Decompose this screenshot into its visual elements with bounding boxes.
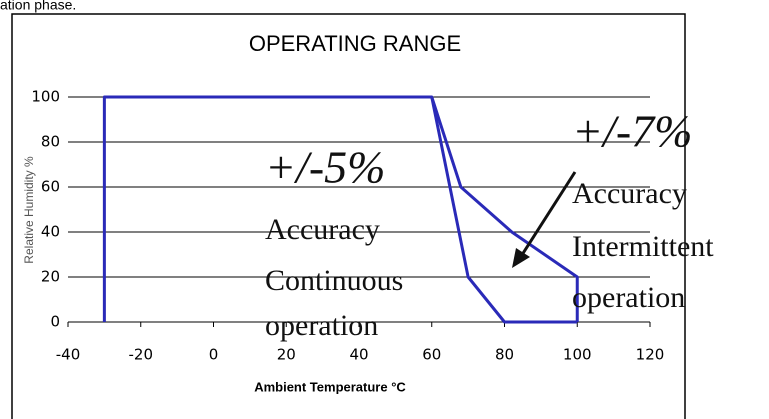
x-tick-label: 40 xyxy=(349,346,368,364)
x-tick-label: 20 xyxy=(277,346,296,364)
arrow xyxy=(518,171,577,259)
series-line xyxy=(430,96,579,322)
x-tick-label: -20 xyxy=(129,346,154,364)
series-line xyxy=(102,95,578,324)
y-axis-label: Relative Humidity % xyxy=(22,156,36,264)
annotation: Accuracy xyxy=(572,177,687,210)
x-tick-label: 0 xyxy=(209,346,219,364)
annotation: Intermittent xyxy=(572,230,714,263)
y-tick-label: 80 xyxy=(41,133,60,151)
annotation: operation xyxy=(572,281,685,314)
x-tick-label: 60 xyxy=(422,346,441,364)
y-tick-label: 20 xyxy=(41,268,60,286)
x-tick-label: 120 xyxy=(636,346,665,364)
x-tick-label: 80 xyxy=(495,346,514,364)
y-tick-label: 0 xyxy=(50,313,60,331)
caption: ation phase. xyxy=(0,0,76,13)
annotation: Accuracy xyxy=(265,213,380,246)
y-tick-label: 60 xyxy=(41,178,60,196)
x-tick-label: 100 xyxy=(563,346,592,364)
y-tick-label: 100 xyxy=(31,88,60,106)
y-tick-label: 40 xyxy=(41,223,60,241)
x-tick-label: -40 xyxy=(56,346,81,364)
annotation: operation xyxy=(265,309,378,342)
arrow-head xyxy=(512,248,530,268)
annotation: +/-7% xyxy=(572,106,692,157)
frame xyxy=(11,13,686,419)
annotation: +/-5% xyxy=(265,142,385,193)
x-axis-label: Ambient Temperature °C xyxy=(254,379,406,394)
chart-title: OPERATING RANGE xyxy=(249,31,461,56)
annotation: Continuous xyxy=(265,264,403,297)
